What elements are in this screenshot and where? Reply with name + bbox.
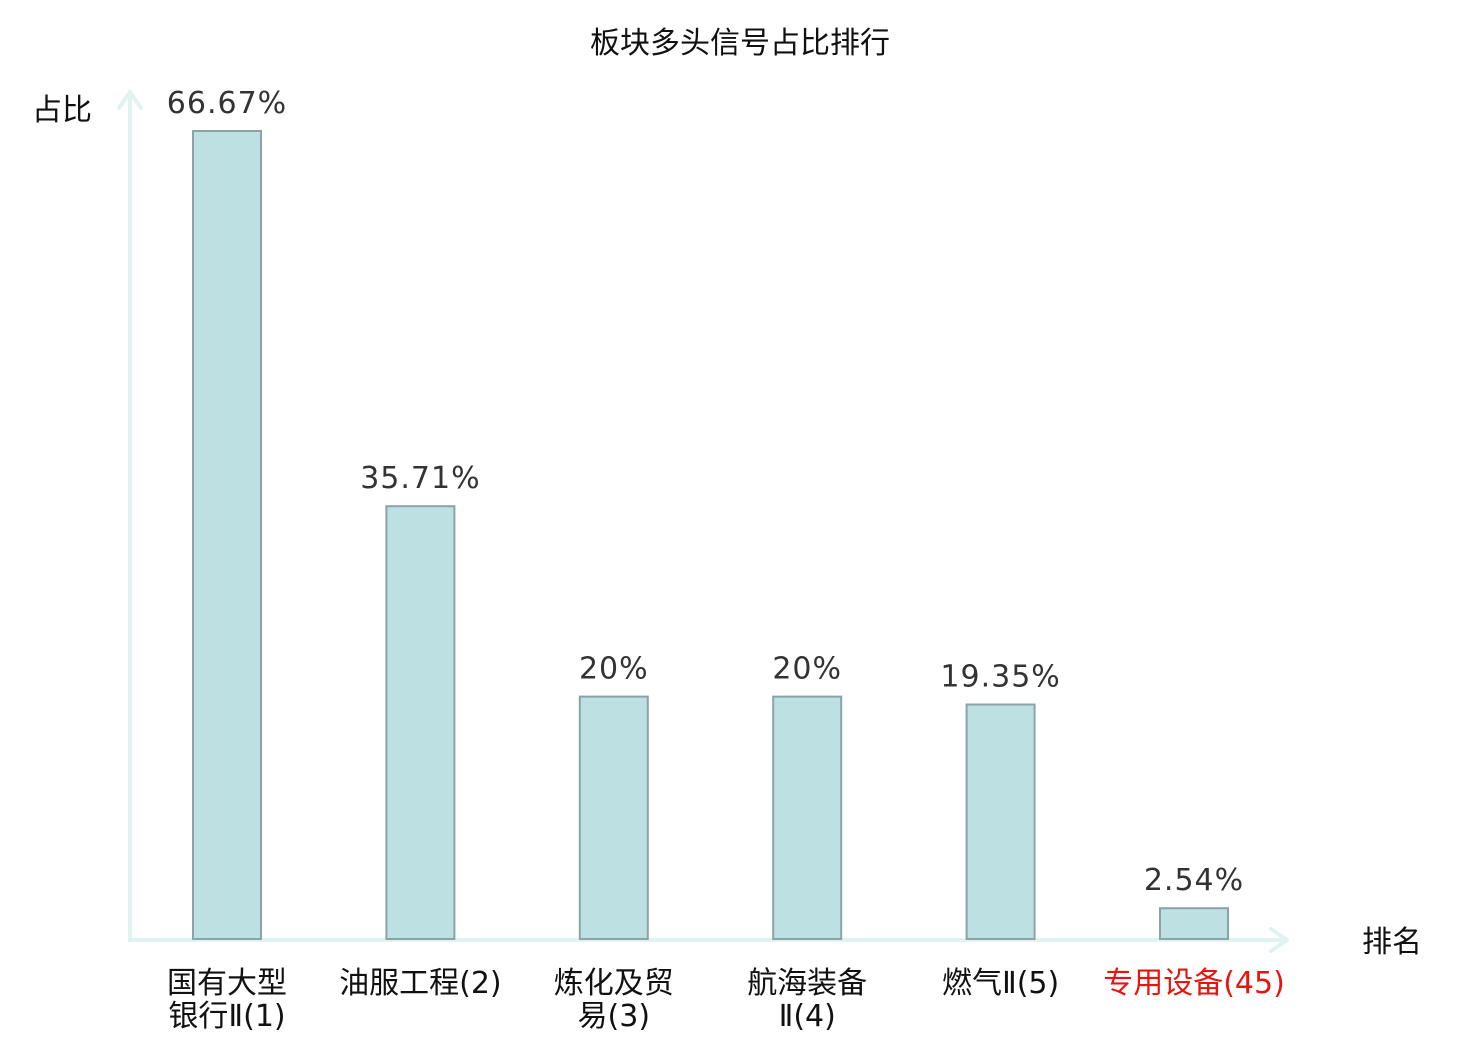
x-axis-arrow: [1269, 927, 1289, 953]
category-label-line: 燃气Ⅱ(5): [942, 966, 1059, 1001]
bars-group: [192, 130, 1229, 941]
value-label-4: 20%: [772, 652, 842, 687]
category-label-2: 油服工程(2): [339, 966, 502, 1001]
bar-6: [1159, 907, 1229, 941]
value-label-1: 66.67%: [167, 86, 287, 121]
category-label-4: 航海装备 Ⅱ(4): [747, 966, 867, 1034]
value-labels-group: 66.67% 35.71% 20% 20% 19.35% 2.54%: [167, 86, 1244, 898]
category-label-6: 专用设备(45): [1103, 966, 1285, 1001]
category-label-line: 易(3): [578, 999, 651, 1034]
x-axis-label: 排名: [1362, 925, 1422, 960]
category-label-line: 专用设备(45): [1103, 966, 1285, 1001]
chart-title: 板块多头信号占比排行: [590, 26, 890, 61]
category-label-line: 国有大型: [167, 966, 287, 1001]
y-axis-arrow: [117, 90, 143, 110]
axes: [117, 90, 1289, 953]
value-label-6: 2.54%: [1144, 863, 1244, 898]
category-label-line: 航海装备: [747, 966, 867, 1001]
bar-3: [578, 695, 649, 940]
category-label-line: 炼化及贸: [554, 966, 674, 1001]
bar-5: [965, 703, 1036, 940]
category-labels-group: 国有大型银行Ⅱ(1) 油服工程(2) 炼化及贸易(3) 航海装备 Ⅱ(4) 燃气Ⅱ(5) 专…: [167, 966, 1285, 1034]
value-label-5: 19.35%: [940, 660, 1060, 695]
category-label-5: 燃气Ⅱ(5): [942, 966, 1059, 1001]
value-label-2: 35.71%: [360, 461, 480, 496]
value-label-3: 20%: [579, 652, 649, 687]
category-label-line: Ⅱ(4): [779, 999, 836, 1034]
bar-2: [385, 505, 456, 940]
bar-1: [192, 130, 262, 940]
bar-4: [772, 695, 843, 940]
category-label-line: 银行Ⅱ(1): [168, 999, 285, 1034]
category-label-3: 炼化及贸易(3): [554, 966, 674, 1034]
y-axis-label: 占比: [32, 93, 92, 128]
category-label-line: 油服工程(2): [339, 966, 502, 1001]
category-label-1: 国有大型银行Ⅱ(1): [167, 966, 287, 1034]
